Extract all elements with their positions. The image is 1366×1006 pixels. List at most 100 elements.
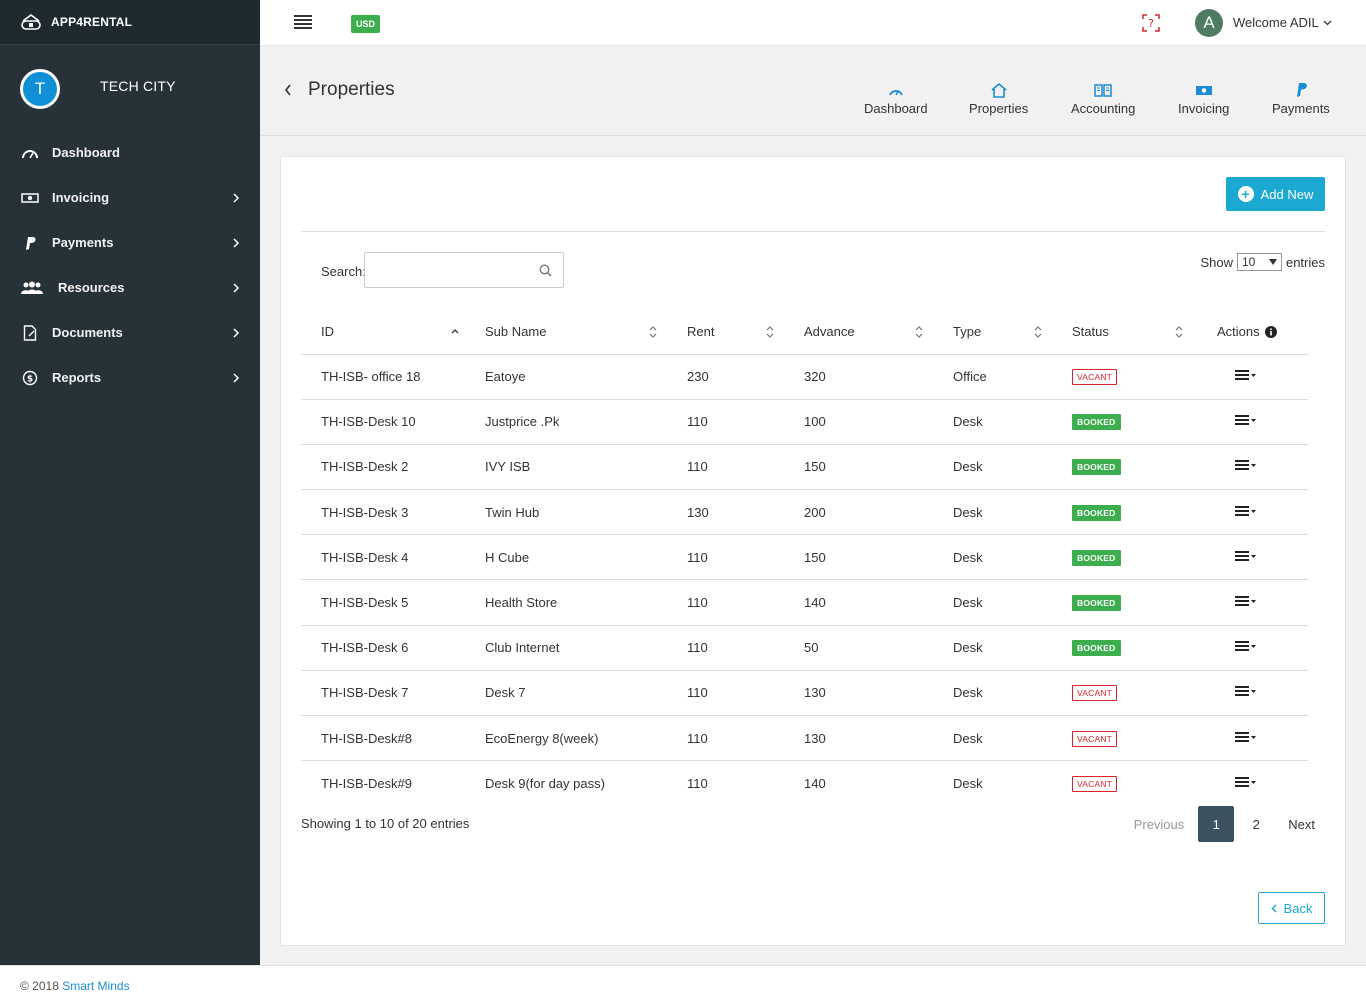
cell-type: Desk bbox=[953, 776, 983, 792]
row-actions-button[interactable] bbox=[1235, 731, 1257, 743]
column-header-type[interactable]: Type bbox=[933, 309, 1052, 355]
column-header-sub-name[interactable]: Sub Name bbox=[465, 309, 667, 355]
sidebar-item-dashboard[interactable]: Dashboard bbox=[0, 130, 260, 175]
user-menu[interactable]: Welcome ADIL bbox=[1233, 15, 1332, 30]
quick-link-label: Accounting bbox=[1071, 101, 1136, 116]
sidebar-item-invoicing[interactable]: Invoicing bbox=[0, 175, 260, 220]
chevron-right-icon bbox=[233, 372, 240, 383]
cell-status: BOOKED bbox=[1052, 444, 1197, 491]
list-menu-icon bbox=[1235, 505, 1256, 516]
sidebar-item-payments[interactable]: Payments bbox=[0, 220, 260, 265]
add-new-button[interactable]: + Add New bbox=[1226, 177, 1325, 211]
row-actions-button[interactable] bbox=[1235, 414, 1257, 426]
next-page-button[interactable]: Next bbox=[1288, 816, 1315, 832]
cell-id: TH-ISB- office 18 bbox=[301, 354, 465, 400]
row-actions-button[interactable] bbox=[1235, 550, 1257, 562]
sidebar: APP4RENTAL T TECH CITY Dashboard Invoici… bbox=[0, 0, 260, 965]
entries-label: entries bbox=[1285, 254, 1325, 270]
row-actions-button[interactable] bbox=[1235, 595, 1257, 607]
list-menu-icon bbox=[1235, 641, 1256, 652]
column-header-id[interactable]: ID bbox=[301, 309, 465, 355]
quick-link-accounting[interactable]: Accounting bbox=[1071, 82, 1135, 116]
column-label: Type bbox=[953, 323, 982, 339]
cell-rent: 110 bbox=[667, 715, 784, 762]
row-actions-button[interactable] bbox=[1235, 776, 1257, 788]
info-icon[interactable] bbox=[1265, 325, 1278, 338]
table-row: TH-ISB-Desk 5 Health Store 110 140 Desk BOOKE… bbox=[301, 579, 1308, 626]
row-actions-button[interactable] bbox=[1235, 505, 1257, 517]
row-actions-button[interactable] bbox=[1235, 369, 1257, 381]
topbar: USD ? A Welcome ADIL bbox=[260, 0, 1366, 46]
brand-name: APP4RENTAL bbox=[51, 15, 133, 29]
quick-link-dashboard[interactable]: Dashboard bbox=[864, 82, 928, 116]
column-label: Sub Name bbox=[485, 323, 547, 339]
brand[interactable]: APP4RENTAL bbox=[0, 0, 260, 45]
sidebar-item-reports[interactable]: $ Reports bbox=[0, 355, 260, 400]
cell-advance: 130 bbox=[784, 670, 933, 717]
row-actions-button[interactable] bbox=[1235, 685, 1257, 697]
sidebar-item-documents[interactable]: Documents bbox=[0, 310, 260, 355]
sidebar-nav: Dashboard Invoicing Payments Resources bbox=[0, 130, 260, 400]
users-icon bbox=[20, 280, 44, 296]
column-label: Status bbox=[1072, 323, 1109, 339]
cell-sub-name: Desk 9(for day pass) bbox=[485, 776, 605, 792]
cell-type: Desk bbox=[933, 579, 1052, 626]
table-row: TH-ISB-Desk#8 EcoEnergy 8(week) 110 130 Desk… bbox=[301, 715, 1308, 762]
currency-badge[interactable]: USD bbox=[351, 15, 380, 33]
cell-sub-name: Twin Hub bbox=[465, 489, 667, 536]
cell-status: BOOKED bbox=[1052, 399, 1197, 445]
show-label: Show bbox=[1200, 254, 1233, 270]
table-row: TH-ISB-Desk#9 Desk 9(for day pass) 110 140 D… bbox=[301, 761, 1308, 806]
cell-advance: 100 bbox=[784, 399, 933, 445]
entries-select-value: 10 bbox=[1241, 255, 1256, 269]
copyright: © 2018 bbox=[20, 979, 59, 993]
footer-link[interactable]: Smart Minds bbox=[62, 979, 130, 993]
cell-type: Desk bbox=[933, 670, 1052, 717]
list-menu-icon bbox=[1235, 686, 1256, 697]
column-label: Rent bbox=[687, 323, 715, 339]
quick-link-label: Payments bbox=[1272, 101, 1330, 116]
cell-sub-name: Justprice .Pk bbox=[465, 399, 667, 445]
quick-link-label: Properties bbox=[969, 101, 1029, 116]
money-icon bbox=[20, 190, 40, 206]
back-button[interactable]: Back bbox=[1258, 892, 1325, 924]
cell-rent: 110 bbox=[667, 579, 784, 626]
previous-page-button[interactable]: Previous bbox=[1133, 816, 1185, 832]
row-actions-button[interactable] bbox=[1235, 640, 1257, 652]
dollar-circle-icon: $ bbox=[20, 370, 40, 386]
svg-text:?: ? bbox=[1148, 17, 1154, 30]
sidebar-item-resources[interactable]: Resources bbox=[0, 265, 260, 310]
cell-id: TH-ISB-Desk 5 bbox=[301, 579, 465, 626]
column-header-status[interactable]: Status bbox=[1052, 309, 1197, 355]
chevron-left-icon[interactable] bbox=[284, 84, 292, 96]
quick-link-invoicing[interactable]: Invoicing bbox=[1178, 82, 1229, 116]
speedometer-icon bbox=[20, 145, 40, 161]
row-actions-button[interactable] bbox=[1235, 459, 1257, 471]
search-input[interactable] bbox=[365, 253, 563, 287]
sidebar-item-label: Reports bbox=[52, 370, 102, 385]
status-badge: BOOKED bbox=[1072, 504, 1121, 521]
table-row: TH-ISB-Desk 6 Club Internet 110 50 Desk BOOKE… bbox=[301, 625, 1308, 671]
entries-select[interactable]: 10 bbox=[1236, 253, 1282, 271]
column-header-rent[interactable]: Rent bbox=[667, 309, 784, 355]
page-header: Properties Dashboard Properties Accounti… bbox=[260, 46, 1366, 136]
sort-icon bbox=[766, 326, 774, 338]
cell-sub-name: EcoEnergy 8(week) bbox=[465, 715, 667, 762]
status-badge: BOOKED bbox=[1072, 459, 1121, 476]
column-header-advance[interactable]: Advance bbox=[784, 309, 933, 355]
page-button-1[interactable]: 1 bbox=[1198, 806, 1235, 842]
list-menu-icon bbox=[1235, 460, 1256, 471]
page-button-2[interactable]: 2 bbox=[1252, 816, 1260, 832]
menu-icon[interactable] bbox=[294, 14, 312, 30]
cell-status: BOOKED bbox=[1052, 579, 1197, 626]
cell-advance: 140 bbox=[804, 776, 826, 792]
speedometer-icon bbox=[888, 90, 903, 96]
document-icon bbox=[20, 324, 40, 341]
list-menu-icon bbox=[1235, 550, 1256, 561]
quick-link-properties[interactable]: Properties bbox=[969, 82, 1028, 116]
quick-link-payments[interactable]: Payments bbox=[1272, 82, 1330, 116]
help-icon[interactable]: ? bbox=[1142, 14, 1160, 32]
search-icon bbox=[539, 264, 552, 277]
user-avatar[interactable]: A bbox=[1195, 9, 1223, 37]
